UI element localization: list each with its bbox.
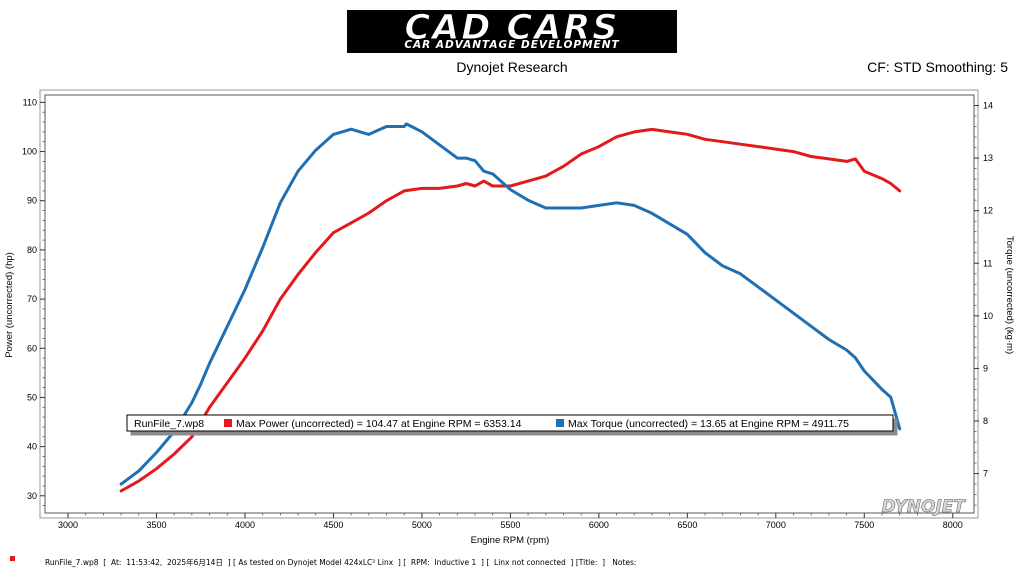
x-tick-label: 4000 [235, 520, 255, 530]
logo-tagline: CAR ADVANTAGE DEVELOPMENT [404, 39, 620, 51]
y2-tick-label: 8 [983, 416, 988, 426]
y2-tick-label: 9 [983, 363, 988, 373]
y-tick-label: 60 [27, 343, 37, 353]
x-tick-label: 7500 [854, 520, 874, 530]
x-tick-label: 3000 [58, 520, 78, 530]
x-tick-label: 3500 [146, 520, 166, 530]
x-tick-label: 5000 [412, 520, 432, 530]
y2-tick-label: 11 [983, 258, 992, 268]
x-tick-label: 4500 [323, 520, 343, 530]
y2-tick-label: 14 [983, 101, 993, 111]
x-tick-label: 8000 [943, 520, 963, 530]
y-axis-left: 30 40 50 60 70 80 90 100 110 [22, 97, 45, 507]
dynojet-watermark: DYNOJET [882, 497, 967, 517]
y-tick-label: 80 [27, 245, 37, 255]
y2-tick-label: 10 [983, 311, 993, 321]
footer-run-color-marker [10, 556, 15, 561]
legend-power-text: Max Power (uncorrected) = 104.47 at Engi… [236, 418, 522, 430]
legend-run-name: RunFile_7.wp8 [134, 418, 204, 430]
y-tick-label: 50 [27, 392, 37, 402]
y2-tick-label: 13 [983, 153, 993, 163]
x-tick-label: 5500 [500, 520, 520, 530]
legend-power-swatch [224, 419, 232, 427]
x-tick-label: 6500 [677, 520, 697, 530]
cad-cars-logo: CAD CARS CAR ADVANTAGE DEVELOPMENT [347, 8, 677, 53]
y2-axis-label: Torque (uncorrected) (kg·m) [1004, 236, 1015, 354]
y2-tick-label: 7 [983, 469, 988, 479]
y-axis-label: Power (uncorrected) (hp) [4, 252, 15, 358]
legend-torque-swatch [556, 419, 564, 427]
series-lines [119, 122, 902, 493]
y-tick-label: 70 [27, 294, 37, 304]
chart-subtitle: Dynojet Research [456, 59, 568, 75]
y2-tick-label: 12 [983, 206, 993, 216]
plot-area [44, 94, 975, 514]
torque-curve [119, 122, 902, 486]
y-tick-label: 100 [22, 147, 37, 157]
x-axis: 3000 3500 4000 4500 5000 5500 6000 6500 7000 7500… [58, 513, 963, 530]
x-tick-label: 7000 [766, 520, 786, 530]
correction-factor-label: CF: STD Smoothing: 5 [867, 59, 1008, 75]
x-tick-label: 6000 [589, 520, 609, 530]
legend-box [126, 414, 894, 432]
power-curve [119, 127, 902, 493]
y-tick-label: 90 [27, 196, 37, 206]
logo-title: CAD CARS [404, 8, 620, 49]
legend-torque-text: Max Torque (uncorrected) = 13.65 at Engi… [568, 418, 849, 430]
run-info-footer: RunFile_7.wp8 [ At: 11:53:42, 2025年6月14日… [45, 558, 637, 567]
y-axis-right: 7 8 9 10 11 12 13 14 [974, 101, 993, 506]
y-tick-label: 110 [23, 97, 37, 107]
legend: RunFile_7.wp8 Max Power (uncorrected) = … [126, 414, 894, 432]
y-tick-label: 30 [27, 491, 37, 501]
y-tick-label: 40 [27, 442, 37, 452]
x-axis-label: Engine RPM (rpm) [471, 535, 550, 546]
